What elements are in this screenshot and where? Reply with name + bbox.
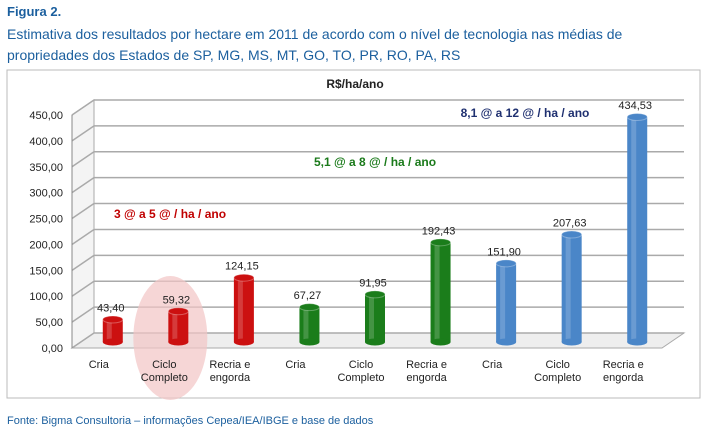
x-tick-label: Recria e <box>406 359 447 371</box>
data-label: 207,63 <box>553 217 587 229</box>
x-tick-label: Completo <box>141 372 188 384</box>
bar-highlight <box>565 234 571 342</box>
bar-base <box>561 338 582 346</box>
bar-base <box>430 338 451 346</box>
y-tick-label: 300,00 <box>29 188 63 200</box>
bar-base <box>168 338 189 346</box>
bar-base <box>627 338 648 346</box>
gridline <box>71 202 684 220</box>
data-label: 91,95 <box>359 277 387 289</box>
figure-caption: Estimativa dos resultados por hectare em… <box>7 26 623 63</box>
bar <box>561 234 582 342</box>
gridline <box>71 332 684 349</box>
bar-top <box>561 230 583 239</box>
bar-highlight <box>631 117 637 342</box>
bar <box>299 307 320 342</box>
data-label: 59,32 <box>163 294 191 306</box>
bar-base <box>496 338 517 346</box>
data-label: 434,53 <box>618 100 652 112</box>
group-annotation: 5,1 @ a 8 @ / ha / ano <box>314 155 436 169</box>
bar <box>430 242 451 342</box>
gridline <box>71 176 684 194</box>
bar <box>102 319 123 342</box>
x-tick-label: engorda <box>210 372 251 384</box>
bar-base <box>102 338 123 346</box>
x-tick-label: engorda <box>406 372 447 384</box>
y-tick-label: 400,00 <box>29 136 63 148</box>
bar <box>496 263 517 342</box>
data-label: 67,27 <box>294 290 322 302</box>
bar-base <box>299 338 320 346</box>
bar-top <box>495 259 517 268</box>
x-tick-label: Recria e <box>209 359 250 371</box>
gridline <box>71 306 684 323</box>
bar-base <box>233 338 254 346</box>
data-label: 192,43 <box>422 225 456 237</box>
gridline <box>71 228 684 246</box>
data-label: 43,40 <box>97 303 125 315</box>
y-tick-label: 50,00 <box>35 317 63 329</box>
bar-highlight <box>303 307 309 342</box>
bar-top <box>430 238 452 247</box>
x-tick-label: Recria e <box>603 359 644 371</box>
bar <box>233 277 254 342</box>
x-tick-label: Ciclo <box>349 359 373 371</box>
x-tick-label: Ciclo <box>152 359 176 371</box>
group-annotation: 3 @ a 5 @ / ha / ano <box>114 207 226 221</box>
figure-label: Figura 2. <box>7 4 62 19</box>
bar-highlight <box>434 242 440 342</box>
source-note: Fonte: Bigma Consultoria – informações C… <box>7 415 374 427</box>
bar-highlight <box>500 263 506 342</box>
x-tick-label: engorda <box>603 372 644 384</box>
y-tick-label: 200,00 <box>29 239 63 251</box>
chart-title: R$/ha/ano <box>326 77 383 91</box>
data-label: 124,15 <box>225 261 259 273</box>
bar-highlight <box>172 311 178 342</box>
y-tick-label: 100,00 <box>29 291 63 303</box>
x-tick-label: Completo <box>534 372 581 384</box>
bar-top <box>102 315 124 324</box>
y-tick-label: 350,00 <box>29 162 63 174</box>
gridline <box>71 280 684 297</box>
bar-top <box>298 303 320 312</box>
bar <box>168 311 189 342</box>
gridline <box>71 99 684 116</box>
x-tick-label: Ciclo <box>545 359 569 371</box>
x-tick-label: Cria <box>285 359 306 371</box>
bar-top <box>167 307 189 316</box>
y-tick-label: 250,00 <box>29 214 63 226</box>
gridline <box>71 125 684 142</box>
y-tick-label: 150,00 <box>29 265 63 277</box>
y-tick-label: 450,00 <box>29 110 63 122</box>
bar-top <box>233 273 255 282</box>
bar-highlight <box>369 294 374 342</box>
bar <box>627 117 648 342</box>
x-tick-label: Cria <box>89 359 110 371</box>
group-annotation: 8,1 @ a 12 @ / ha / ano <box>461 106 590 120</box>
gridline <box>71 254 684 271</box>
x-tick-label: Cria <box>482 359 503 371</box>
bar-top <box>626 113 648 122</box>
bar-highlight <box>237 277 243 342</box>
y-tick-label: 0,00 <box>42 343 63 355</box>
bar-highlight <box>106 319 112 342</box>
bar <box>365 294 385 342</box>
side-wall <box>71 99 95 349</box>
bar-top <box>364 290 386 299</box>
gridline <box>71 151 684 168</box>
x-tick-label: Completo <box>337 372 384 384</box>
bar-base <box>365 338 385 346</box>
data-label: 151,90 <box>487 246 521 258</box>
chart-frame <box>6 69 701 399</box>
